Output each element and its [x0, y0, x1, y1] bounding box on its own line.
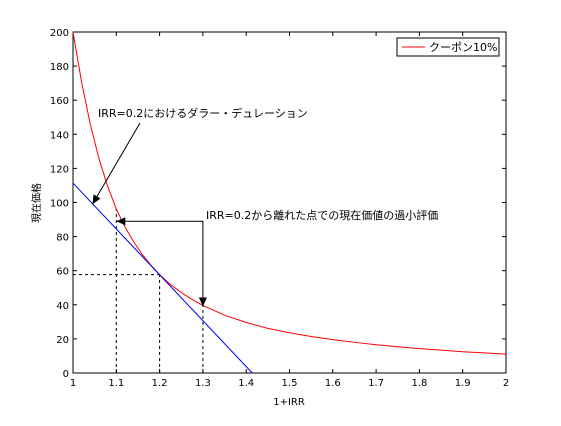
x-tick-label: 1.7	[368, 378, 384, 389]
legend-box	[396, 37, 500, 57]
x-tick-label: 1.9	[455, 378, 471, 389]
y-tick-label: 80	[56, 233, 69, 244]
y-tick-label: 0	[63, 369, 69, 380]
y-tick-label: 120	[50, 164, 69, 175]
legend-label-coupon: クーポン10%	[429, 41, 497, 54]
y-tick-label: 160	[50, 96, 69, 107]
annotation-bracket-line	[116, 220, 204, 307]
tangent-line	[72, 182, 253, 374]
x-tick-label: 1.2	[152, 378, 168, 389]
x-tick-label: 1.1	[108, 378, 124, 389]
y-tick-label: 60	[56, 267, 69, 278]
y-tick-label: 20	[56, 335, 69, 346]
y-axis-label: 現在価格	[30, 183, 43, 223]
annotation-arrow-line	[92, 122, 141, 205]
annotation-dollar-duration: IRR=0.2におけるダラー・デュレーション	[98, 106, 308, 120]
y-tick-label: 100	[50, 199, 69, 210]
series-line-coupon	[72, 31, 507, 355]
legend: クーポン10%	[396, 37, 500, 57]
x-tick-label: 1.3	[195, 378, 211, 389]
y-tick-label: 40	[56, 301, 69, 312]
annotation-arrowhead	[198, 297, 207, 307]
plot-area	[72, 31, 507, 374]
x-tick-label: 1.5	[282, 378, 298, 389]
y-tick-label: 200	[50, 28, 69, 39]
x-tick-label: 1.6	[325, 378, 341, 389]
x-tick-label: 1.8	[411, 378, 427, 389]
x-tick-label: 2	[503, 378, 509, 389]
annotation-arrowhead	[92, 194, 101, 205]
x-tick-label: 1.4	[238, 378, 254, 389]
x-axis-label: 1+IRR	[273, 397, 305, 408]
annotation-arrowhead	[116, 217, 126, 226]
y-tick-label: 140	[50, 130, 69, 141]
x-tick-label: 1	[70, 378, 76, 389]
annotation-underestimate: IRR=0.2から離れた点での現在価値の過小評価	[206, 208, 438, 222]
y-tick-label: 180	[50, 62, 69, 73]
